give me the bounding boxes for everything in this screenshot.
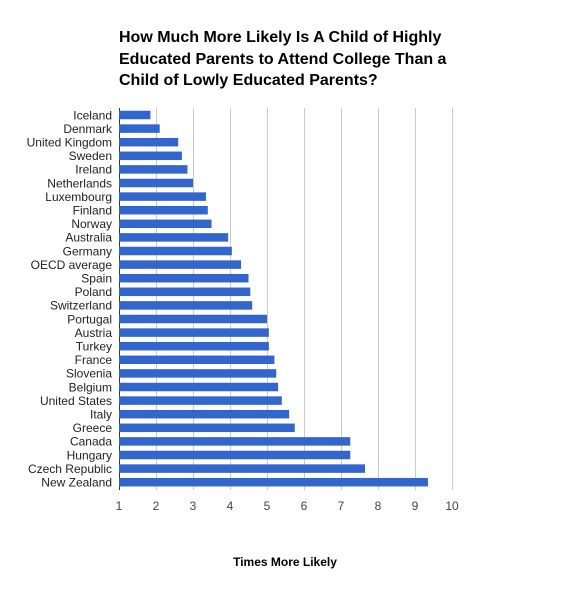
category-label: Italy <box>90 408 112 422</box>
x-tick-label: 8 <box>375 499 382 513</box>
x-tick-label: 1 <box>116 499 123 513</box>
bar[interactable] <box>119 287 251 297</box>
category-label: Portugal <box>67 312 112 326</box>
category-label: Finland <box>73 204 112 218</box>
category-label: Belgium <box>69 380 112 394</box>
category-label: Switzerland <box>50 299 112 313</box>
category-label: New Zealand <box>41 476 112 490</box>
category-label: Greece <box>73 421 113 435</box>
x-tick-label: 6 <box>301 499 308 513</box>
bar[interactable] <box>119 328 269 337</box>
bar[interactable] <box>119 409 290 419</box>
category-label: Slovenia <box>66 367 112 381</box>
bar[interactable] <box>119 178 193 188</box>
category-label: Canada <box>70 435 112 449</box>
category-label: Denmark <box>63 122 113 136</box>
bar[interactable] <box>119 151 182 161</box>
x-tick-label: 7 <box>338 499 345 513</box>
category-label: Australia <box>65 231 112 245</box>
x-tick-label: 9 <box>412 499 419 513</box>
category-label: Poland <box>75 285 112 299</box>
x-tick-label: 5 <box>264 499 271 513</box>
chart-title-line-1: How Much More Likely Is A Child of Highl… <box>119 29 442 46</box>
category-label: Germany <box>63 244 112 258</box>
bar[interactable] <box>119 396 282 405</box>
bar[interactable] <box>119 205 208 215</box>
category-label: France <box>75 353 113 367</box>
bar[interactable] <box>119 314 267 324</box>
category-label: United Kingdom <box>27 136 112 150</box>
x-tick-label: 10 <box>445 499 459 513</box>
bar[interactable] <box>119 437 351 446</box>
chart-title-line-2: Educated Parents to Attend College Than … <box>119 50 447 68</box>
bar[interactable] <box>119 423 295 433</box>
bar[interactable] <box>119 192 206 201</box>
category-label: Iceland <box>73 108 112 122</box>
x-tick-label: 4 <box>227 499 234 513</box>
bar[interactable] <box>119 355 275 365</box>
bar[interactable] <box>119 246 232 256</box>
x-tick-labels: 1 2 3 4 5 6 7 8 9 10 <box>116 499 459 513</box>
bar[interactable] <box>119 301 253 310</box>
chart-title: How Much More Likely Is A Child of Highl… <box>119 27 539 92</box>
category-label: Czech Republic <box>28 462 112 476</box>
category-label: Hungary <box>67 448 112 462</box>
x-axis-title: Times More Likely <box>233 555 337 569</box>
category-label: Ireland <box>75 163 112 177</box>
bar[interactable] <box>119 137 179 147</box>
category-label: Turkey <box>76 340 112 354</box>
x-tick-label: 3 <box>190 499 197 513</box>
category-label: Austria <box>75 326 113 340</box>
category-label: Norway <box>71 217 112 231</box>
category-label: Spain <box>81 272 112 286</box>
bar[interactable] <box>119 165 188 174</box>
bar[interactable] <box>119 260 242 269</box>
bar[interactable] <box>119 450 351 460</box>
bar[interactable] <box>119 369 277 378</box>
chart-title-line-3: Child of Lowly Educated Parents? <box>119 72 378 89</box>
bars <box>119 110 428 487</box>
category-label: OECD average <box>31 258 113 272</box>
category-label: Sweden <box>69 149 112 163</box>
category-label: United States <box>40 394 112 408</box>
category-label: Netherlands <box>47 176 112 190</box>
category-label: Luxembourg <box>45 190 112 204</box>
x-tick-label: 2 <box>153 499 160 513</box>
bar[interactable] <box>119 124 160 133</box>
bar[interactable] <box>119 110 151 120</box>
bar[interactable] <box>119 233 229 242</box>
bar[interactable] <box>119 477 428 487</box>
bar[interactable] <box>119 341 269 351</box>
bar[interactable] <box>119 464 366 473</box>
bar[interactable] <box>119 382 279 392</box>
bar[interactable] <box>119 273 249 283</box>
bar[interactable] <box>119 219 212 229</box>
